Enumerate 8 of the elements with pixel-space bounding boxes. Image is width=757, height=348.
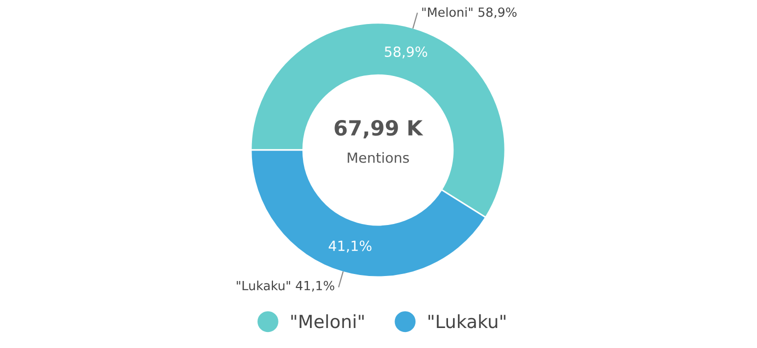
data-label: 41,1%: [328, 240, 372, 252]
text: 67,99 K: [334, 120, 424, 138]
category-label: "Lukaku" 41,1%: [236, 280, 334, 292]
data-label: 58,9%: [384, 46, 428, 58]
legend-label: "Lukaku": [428, 314, 506, 328]
text: Mentions: [348, 152, 409, 163]
legend-label: "Meloni": [291, 314, 364, 328]
category-label: "Meloni" 58,9%: [422, 7, 517, 18]
